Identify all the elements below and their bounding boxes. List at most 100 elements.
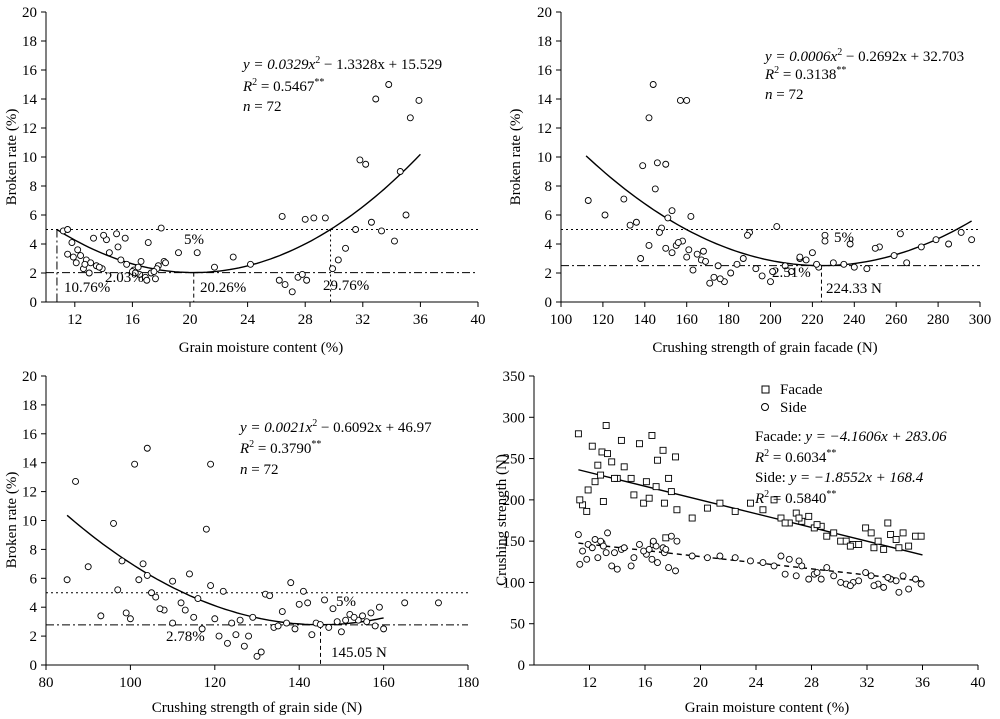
data-point [350,613,358,621]
data-point [352,226,360,233]
sample-size-value: = 72 [251,99,282,115]
x-tick-label: 140 [634,312,657,328]
y-tick-label: 12 [22,121,37,137]
data-point [114,586,122,594]
x-tick-label: 32 [355,312,370,328]
fit-equation-rest: − 0.2692x + 32.703 [842,49,964,65]
y-tick-label: 14 [22,92,38,108]
data-point [207,460,215,468]
x-tick-label: 36 [915,675,931,691]
data-point [808,249,816,257]
data-point [333,618,341,626]
side-data-point [608,562,616,570]
y-tick-label: 16 [22,63,38,79]
significance-mark: ** [836,65,846,76]
data-point [402,211,410,219]
side-fit-formula: y = −1.8552x + 168.4 [788,470,924,486]
facade-data-point [583,507,591,515]
data-point [139,560,147,568]
data-point [121,234,129,242]
quadratic-fit-curve [585,155,972,267]
facade-data-point [665,474,673,482]
data-point [890,252,898,260]
facade-data-point [880,545,888,553]
x-tick-label: 40 [971,675,986,691]
data-point [362,160,370,168]
facade-r-squared-exponent: 2 [764,448,769,459]
fit-equation: y = 0.0329x2 − 1.3328x + 15.529 [241,55,442,73]
x-tick-label: 160 [675,312,698,328]
data-point [68,239,76,247]
side-data-point [604,529,611,537]
facade-data-point [867,529,875,537]
tick-labels: 12 16 20 24 28 32 36 40 0 50 100 150 200 250 300 350 [503,369,986,691]
facade-data-point [594,461,602,469]
data-point [278,608,286,615]
data-point [363,618,371,626]
side-data-point [781,570,789,578]
data-point [97,612,105,620]
data-point [676,96,684,104]
y-axis-label: Broken rate (%) [4,472,20,569]
side-data-point [805,575,813,583]
side-data-point [917,580,925,588]
side-fit-equation: Side: y = −1.8552x + 168.4 [755,470,924,486]
y-tick-label: 0 [518,658,526,674]
side-data-point [588,544,596,552]
x-tick-label: 160 [372,675,395,691]
data-point [303,276,311,284]
facade-fit-equation: Facade: y = −4.1606x + 283.06 [755,429,947,445]
data-point [601,211,609,219]
fit-equation: y = 0.0021x2 − 0.6092x + 46.97 [238,418,432,436]
data-point [391,237,398,245]
facade-data-point [823,532,831,540]
data-point [151,275,159,283]
side-data-point [648,555,656,563]
data-point [72,478,79,485]
y-tick-label: 0 [545,295,553,311]
data-point [367,218,375,226]
data-point [674,239,682,247]
facade-data-point [905,542,913,550]
facade-data-point [813,521,821,529]
y-tick-label: 16 [22,427,38,443]
legend-label-facade: Facade [780,382,823,398]
side-data-point [576,560,584,568]
side-data-point [574,531,582,538]
x-tick-label: 120 [204,675,227,691]
r-squared-symbol: R [764,67,774,83]
facade-fit-formula: y = −4.1606x + 283.06 [803,429,947,445]
data-point [229,253,237,261]
x-tick-label: 32 [860,675,875,691]
x-tick-label: 40 [471,312,486,328]
data-point [662,244,670,252]
x-tick-label: 140 [288,675,311,691]
y-tick-label: 20 [22,369,37,385]
side-data-point [594,554,602,562]
side-data-point [630,554,638,562]
side-data-point [870,582,878,590]
data-point [685,246,693,254]
data-point [283,619,290,627]
data-point [131,269,139,277]
y-tick-label: 8 [30,179,38,195]
data-point [190,613,198,621]
data-points [59,81,423,296]
facade-data-point [627,474,635,482]
data-point [69,253,77,261]
data-point [169,619,177,627]
data-points [584,81,976,287]
data-point [584,197,592,204]
optimum-strength-label: 145.05 N [331,645,387,661]
facade-data-point [667,488,675,496]
facade-data-point [731,507,739,515]
quadratic-fit-curve [66,514,384,626]
data-point [85,269,93,277]
facade-data-point [759,506,767,514]
y-tick-label: 18 [22,34,37,50]
threshold-label: 5% [336,594,356,610]
data-point [90,234,97,242]
data-point [840,260,848,268]
side-data-point [662,545,670,553]
y-axis-label: Crushing strength (N) [494,454,510,586]
